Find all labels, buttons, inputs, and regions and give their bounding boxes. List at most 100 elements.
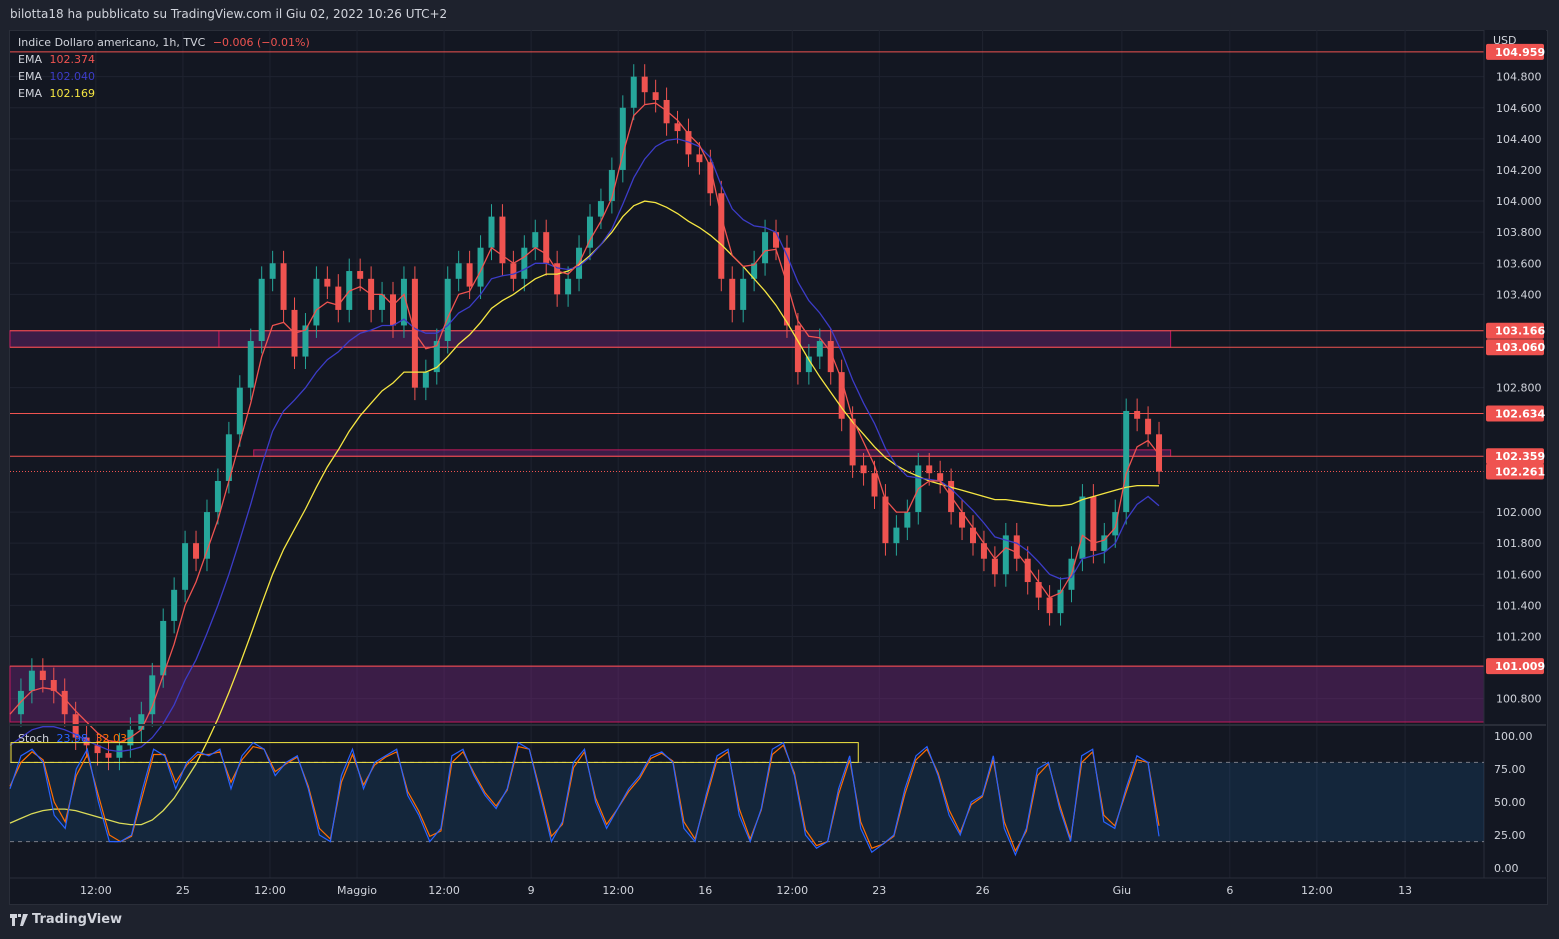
support-zone xyxy=(9,330,220,348)
candle-body xyxy=(959,512,966,528)
candle-body xyxy=(773,232,780,248)
candle-body xyxy=(1057,589,1064,614)
candle-body xyxy=(1101,535,1108,551)
candle-body xyxy=(324,278,331,287)
brand-name: TradingView xyxy=(32,912,123,927)
time-tick-label: 12:00 xyxy=(80,884,112,897)
candle-body xyxy=(50,680,57,691)
candle-body xyxy=(838,372,845,419)
price-tick-label: 101.200 xyxy=(1496,630,1542,643)
ema-value: 102.040 xyxy=(49,70,95,83)
candle-body xyxy=(532,232,539,248)
candle-body xyxy=(499,216,506,264)
candle-body xyxy=(696,154,703,163)
ema-fast-line xyxy=(9,102,1160,743)
candle-body xyxy=(805,356,812,373)
ema-row-1[interactable]: EMA 102.374 xyxy=(18,51,314,68)
footer-brand[interactable]: TradingView xyxy=(10,912,122,927)
stoch-legend[interactable]: Stoch 23.98 32.03 xyxy=(18,730,131,747)
candle-body xyxy=(357,271,364,279)
price-tick-label: 101.800 xyxy=(1496,537,1542,550)
time-tick-label: 6 xyxy=(1226,884,1233,897)
currency-label: USD xyxy=(1493,34,1517,47)
time-tick-label: 12:00 xyxy=(776,884,808,897)
support-zone xyxy=(253,449,1172,457)
ema-row-2[interactable]: EMA 102.040 xyxy=(18,68,314,85)
candle-body xyxy=(1145,418,1152,435)
candle-body xyxy=(280,263,287,310)
candle-body xyxy=(630,76,637,108)
chart-frame[interactable] xyxy=(9,30,1548,905)
candle-body xyxy=(1156,434,1163,472)
time-tick-label: 13 xyxy=(1398,884,1412,897)
candle-body xyxy=(718,193,725,279)
candle-body xyxy=(565,278,572,295)
stoch-tick-label: 75.00 xyxy=(1494,763,1526,776)
candle-body xyxy=(521,247,528,279)
stoch-tick-label: 25.00 xyxy=(1494,829,1526,842)
candle-body xyxy=(203,512,210,559)
time-tick-label: 25 xyxy=(176,884,190,897)
candle-body xyxy=(554,263,561,295)
price-level-tag xyxy=(1486,322,1544,339)
ema-label: EMA xyxy=(18,87,42,100)
price-tick-label: 104.600 xyxy=(1496,102,1542,115)
candle-body xyxy=(904,512,911,528)
candle-body xyxy=(893,527,900,544)
candle-body xyxy=(729,278,736,310)
price-tick-label: 101.600 xyxy=(1496,568,1542,581)
candle-body xyxy=(171,589,178,621)
candle-body xyxy=(608,169,615,202)
price-tick-label: 104.200 xyxy=(1496,164,1542,177)
candle-body xyxy=(860,465,867,474)
support-zone xyxy=(9,665,1485,723)
price-tick-label: 104.000 xyxy=(1496,195,1542,208)
price-level-label: 102.634 xyxy=(1495,407,1545,420)
candle-body xyxy=(980,543,987,559)
candle-body xyxy=(444,278,451,342)
price-tick-label: 100.800 xyxy=(1496,693,1542,706)
price-level-tag xyxy=(1486,339,1544,356)
price-level-tag xyxy=(1486,43,1544,60)
stoch-tick-label: 0.00 xyxy=(1494,862,1519,875)
price-level-label: 104.959 xyxy=(1495,46,1545,59)
candle-body xyxy=(619,107,626,170)
price-tick-label: 103.800 xyxy=(1496,226,1542,239)
ema-label: EMA xyxy=(18,70,42,83)
candle-body xyxy=(258,278,265,342)
candle-body xyxy=(225,434,232,481)
price-tick-label: 102.800 xyxy=(1496,382,1542,395)
candle-body xyxy=(969,527,976,544)
time-tick-label: 12:00 xyxy=(1301,884,1333,897)
candle-body xyxy=(236,387,243,435)
candle-body xyxy=(422,372,429,388)
time-tick-label: 16 xyxy=(698,884,712,897)
price-tick-label: 101.400 xyxy=(1496,599,1542,612)
candle-body xyxy=(149,675,156,715)
candle-body xyxy=(827,341,834,373)
symbol-row[interactable]: Indice Dollaro americano, 1h, TVC −0.006… xyxy=(18,34,314,51)
price-level-tag xyxy=(1486,658,1544,675)
stoch-highlight-box xyxy=(10,742,859,763)
candle-body xyxy=(193,543,200,559)
price-level-label: 103.166 xyxy=(1495,325,1545,338)
candle-body xyxy=(751,263,758,279)
candle-body xyxy=(740,278,747,310)
stoch-tick-label: 100.00 xyxy=(1494,730,1533,743)
price-tick-label: 104.400 xyxy=(1496,133,1542,146)
symbol-title: Indice Dollaro americano, 1h, TVC xyxy=(18,36,206,49)
candle-body xyxy=(652,92,659,100)
time-tick-label: 12:00 xyxy=(428,884,460,897)
candle-body xyxy=(247,341,254,388)
candle-body xyxy=(1024,558,1031,583)
candle-body xyxy=(674,123,681,132)
candle-body xyxy=(105,753,112,758)
candle-body xyxy=(1046,597,1053,614)
candle-body xyxy=(926,465,933,474)
candle-body xyxy=(302,325,309,357)
price-tick-label: 103.600 xyxy=(1496,257,1542,270)
candle-body xyxy=(849,418,856,466)
ema-row-3[interactable]: EMA 102.169 xyxy=(18,85,314,102)
candle-body xyxy=(160,620,167,676)
